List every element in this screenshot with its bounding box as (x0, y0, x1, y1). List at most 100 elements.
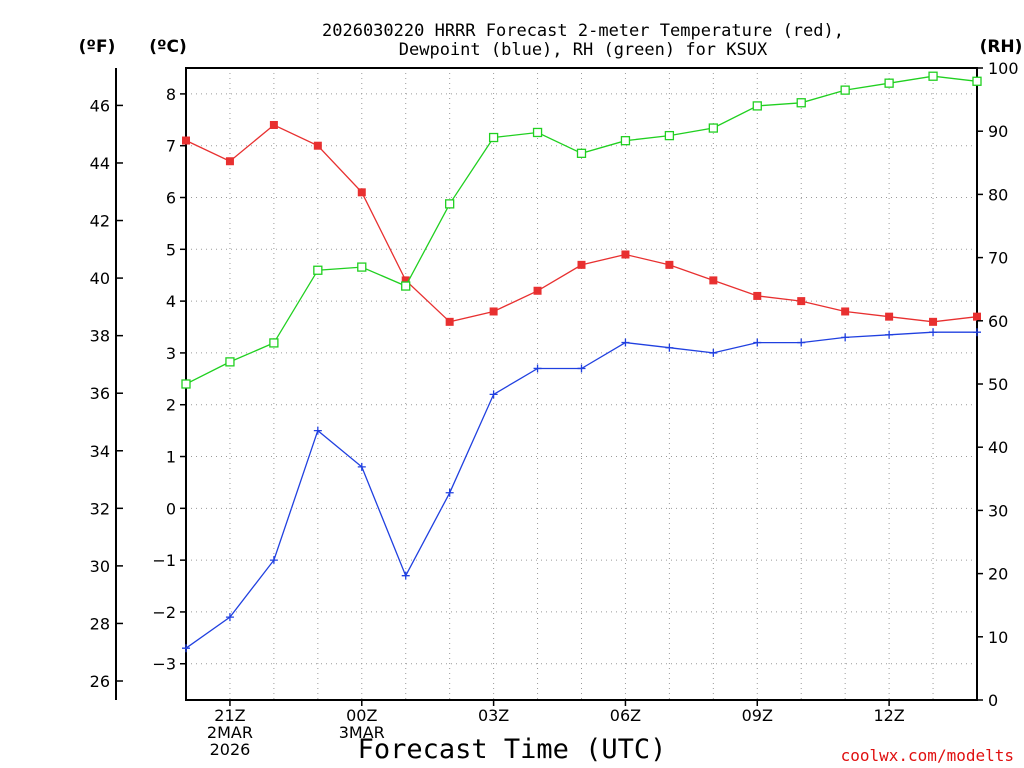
fahrenheit-tick-label: 42 (90, 212, 110, 231)
temperature-point (445, 317, 454, 326)
rh-point (401, 281, 411, 291)
celsius-unit-label: (ºC) (149, 37, 187, 57)
rh-tick-label: 60 (988, 312, 1008, 331)
series-group (181, 71, 982, 653)
temperature-point (929, 317, 938, 326)
rh-point (796, 98, 806, 108)
celsius-tick-label: 0 (166, 499, 176, 518)
dewpoint-line (185, 331, 977, 649)
rh-point (357, 262, 367, 272)
rh-point (884, 78, 894, 88)
rh-tick-label: 70 (988, 249, 1008, 268)
fahrenheit-tick-label: 28 (90, 614, 110, 633)
fahrenheit-tick-label: 36 (90, 384, 110, 403)
temperature-point (841, 307, 850, 316)
dewpoint-point (841, 333, 850, 342)
x-tick-label: 2MAR (207, 723, 253, 742)
chart-title-line-1: 2026030220 HRRR Forecast 2-meter Tempera… (322, 21, 844, 41)
rh-point (664, 130, 675, 141)
temperature-point (313, 141, 322, 150)
rh-tick-label: 20 (988, 565, 1008, 584)
rh-point (708, 123, 718, 133)
fahrenheit-tick-label: 26 (90, 672, 110, 691)
celsius-tick-label: −1 (152, 551, 176, 570)
rh-point (488, 132, 499, 143)
fahrenheit-unit-label: (ºF) (79, 37, 116, 57)
rh-point (752, 101, 762, 111)
rh-tick-label: 40 (988, 438, 1008, 457)
fahrenheit-tick-label: 34 (90, 442, 110, 461)
rh-point (269, 338, 279, 348)
dewpoint-point (577, 364, 586, 373)
x-tick-label: 03Z (478, 706, 509, 725)
dewpoint-point (533, 364, 542, 373)
fahrenheit-tick-label: 44 (90, 154, 110, 173)
temperature-point (401, 276, 410, 285)
credit-text: coolwx.com/modelts (841, 746, 1014, 765)
dewpoint-point (973, 328, 981, 337)
celsius-tick-label: 4 (166, 292, 176, 311)
temperature-point (753, 291, 762, 300)
rh-point (840, 85, 850, 95)
temperature-point (797, 297, 806, 306)
celsius-tick-label: 2 (166, 396, 176, 415)
dewpoint-point (225, 613, 234, 622)
x-tick-label: 09Z (742, 706, 773, 725)
rh-point (181, 379, 191, 389)
dewpoint-point (665, 343, 674, 352)
x-axis-label: Forecast Time (UTC) (358, 734, 667, 765)
celsius-tick-label: 1 (166, 448, 176, 467)
celsius-tick-label: 3 (166, 344, 176, 363)
rh-line (185, 75, 978, 385)
dewpoint-point (269, 556, 278, 565)
rh-point (928, 71, 938, 81)
celsius-tick-label: 7 (166, 137, 176, 156)
dewpoint-point (709, 348, 718, 357)
celsius-tick-label: 5 (166, 240, 176, 259)
temperature-point (577, 260, 586, 269)
rh-point (576, 148, 587, 158)
rh-tick-label: 80 (988, 185, 1008, 204)
dewpoint-point (313, 426, 322, 435)
fahrenheit-tick-label: 46 (90, 96, 110, 115)
temperature-point (533, 286, 542, 295)
rh-point (972, 76, 982, 86)
dewpoint-point (401, 571, 410, 580)
temperature-point (225, 157, 234, 166)
rh-point (445, 199, 455, 209)
rh-point (225, 357, 235, 367)
temperature-point (709, 276, 718, 285)
dewpoint-point (929, 328, 938, 337)
temperature-point (269, 120, 278, 129)
celsius-tick-label: 8 (166, 85, 176, 104)
temperature-point (621, 250, 630, 259)
dewpoint-point (885, 330, 894, 339)
dewpoint-point (621, 338, 630, 347)
chart-title-line-2: Dewpoint (blue), RH (green) for KSUX (399, 40, 768, 60)
temperature-point (489, 307, 498, 316)
celsius-tick-label: −2 (152, 603, 176, 622)
temperature-point (357, 188, 366, 197)
axes-group: −3−2−10123456782628303234363840424446010… (90, 59, 1019, 759)
rh-point (532, 127, 543, 138)
celsius-tick-label: −3 (152, 655, 176, 674)
temperature-point (973, 312, 981, 321)
x-tick-label: 2026 (210, 740, 251, 759)
dewpoint-point (182, 644, 190, 653)
x-tick-label: 12Z (873, 706, 904, 725)
temperature-point (665, 260, 674, 269)
rh-point (620, 136, 631, 146)
x-tick-label: 00Z (346, 706, 377, 725)
fahrenheit-tick-label: 30 (90, 557, 110, 576)
dewpoint-point (445, 488, 454, 497)
rh-tick-label: 50 (988, 375, 1008, 394)
rh-unit-label: (RH) (980, 37, 1023, 57)
temperature-point (182, 136, 190, 145)
dewpoint-point (489, 390, 498, 399)
fahrenheit-tick-label: 32 (90, 499, 110, 518)
rh-tick-label: 90 (988, 122, 1008, 141)
fahrenheit-tick-label: 38 (90, 327, 110, 346)
dewpoint-point (753, 338, 762, 347)
x-tick-label: 06Z (610, 706, 641, 725)
